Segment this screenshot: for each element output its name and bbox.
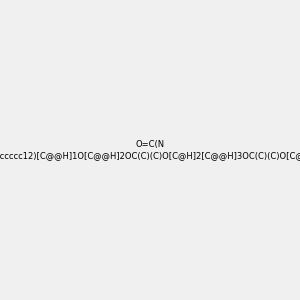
Text: O=C(N c1cccc2ccccc12)[C@@H]1O[C@@H]2OC(C)(C)O[C@H]2[C@@H]3OC(C)(C)O[C@@H]13: O=C(N c1cccc2ccccc12)[C@@H]1O[C@@H]2OC(C…	[0, 140, 300, 160]
